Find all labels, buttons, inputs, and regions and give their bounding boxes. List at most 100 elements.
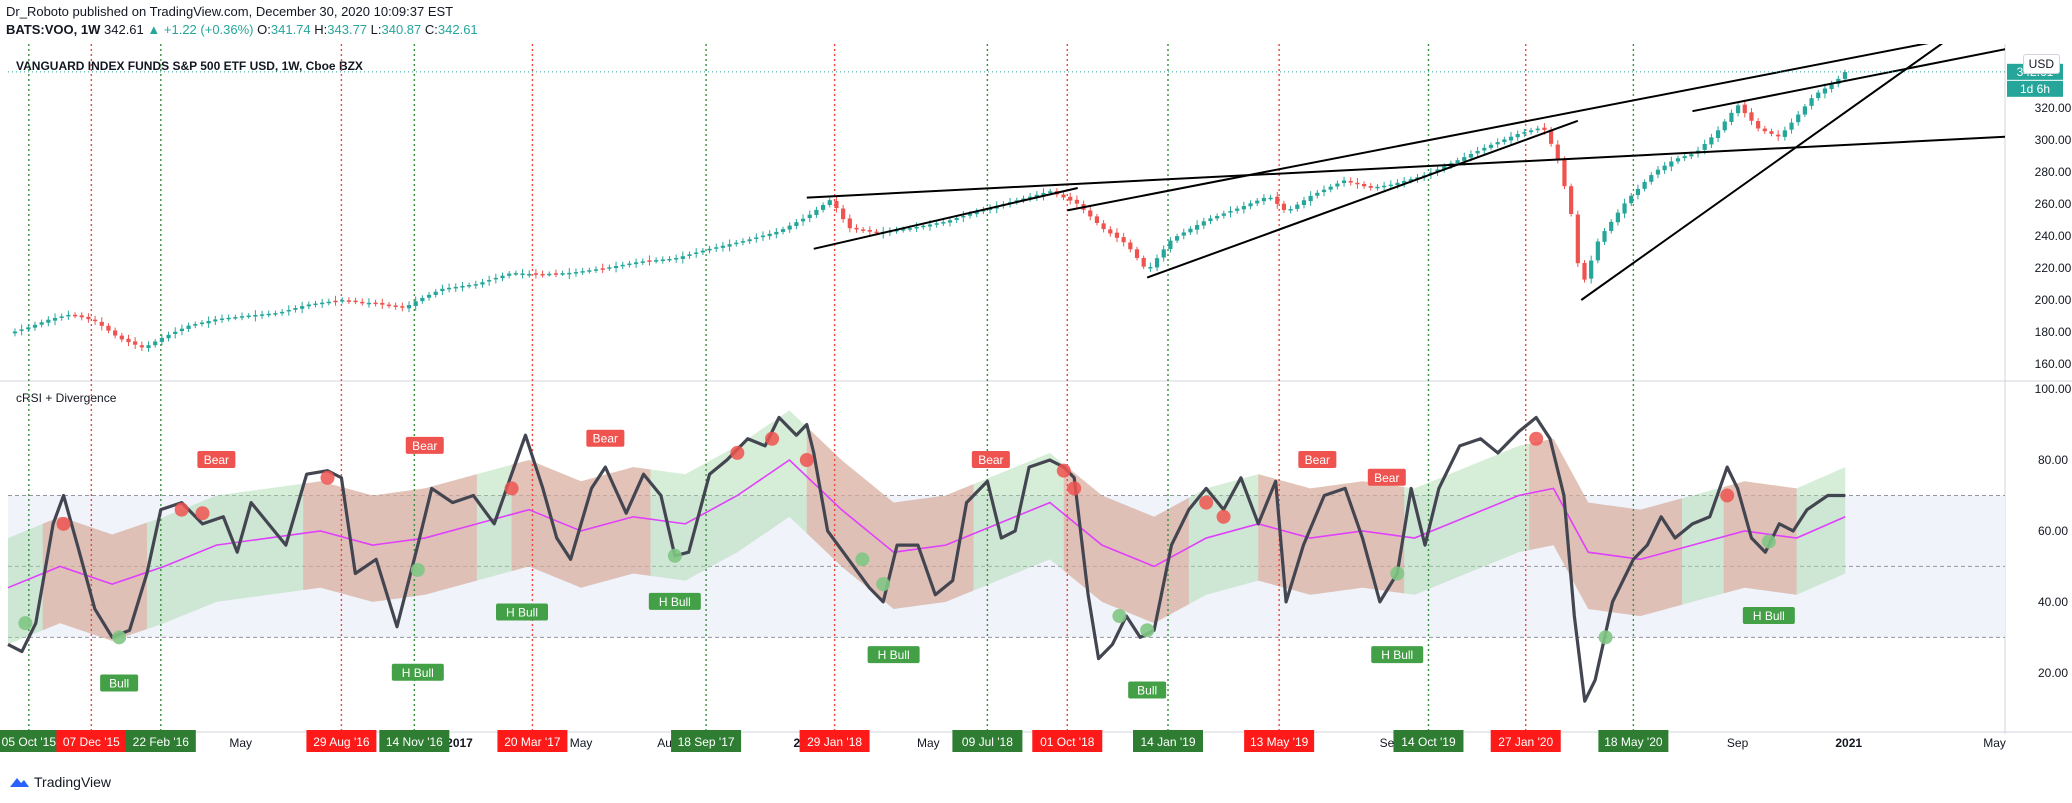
candle [206,320,211,324]
bear-envelope [1063,464,1189,624]
bear-envelope [1723,481,1797,595]
candle [1355,182,1360,185]
candle [233,317,238,319]
candle [927,224,933,227]
author-name[interactable]: Dr_Roboto [6,4,69,19]
candle [193,324,198,326]
candle [86,316,91,320]
candle [1028,196,1033,199]
candle [513,273,518,275]
chart-canvas[interactable]: 160.00 180.00 200.00 220.00 240.00 260.00 280.… [0,44,2072,771]
candle [580,271,585,273]
event-date-tag [1393,730,1464,752]
bear-label: Bear [978,453,1003,467]
event-date-tag [306,730,377,752]
candle [12,331,18,334]
candle [306,304,311,307]
candle [1275,196,1280,204]
candle [500,275,505,279]
candle [380,302,385,305]
candle [1215,215,1220,219]
publish-info: Dr_Roboto published on TradingView.com, … [6,4,453,19]
candle [1261,197,1267,202]
candle [493,277,498,280]
bear-divergence-marker [1199,495,1214,510]
bear-divergence-marker [765,431,780,446]
bull-label-bg [1371,646,1424,664]
candle [1388,184,1393,187]
candle [1361,183,1367,187]
candle [1201,221,1206,226]
candle [1809,98,1814,106]
trendline [1692,48,2005,113]
candle [1522,132,1527,134]
candle [1495,142,1500,145]
candle [1241,206,1246,210]
candle [1141,257,1146,267]
candle [1548,129,1554,144]
bear-divergence-marker [56,516,71,531]
candle [954,218,959,220]
candle [1602,231,1607,242]
candle [1154,258,1160,268]
candle [1669,161,1674,167]
event-date-tag [1598,730,1669,752]
candle [186,325,191,329]
bull-divergence-marker [1390,566,1405,581]
candle [1655,169,1661,175]
bear-divergence-marker [320,470,335,485]
price-tick-label: 260.00 [2035,197,2072,211]
candle [373,302,378,305]
event-date-label: 29 Aug '16 [313,735,370,749]
candle [921,225,926,228]
event-date-tag [671,730,742,752]
bear-divergence-marker [799,453,814,468]
candle [1368,186,1373,188]
tradingview-logo[interactable]: TradingView [8,774,111,790]
candle [366,302,372,305]
candle [153,341,158,346]
candle [66,314,71,317]
candle [1689,154,1694,157]
bull-label-bg [1128,681,1167,699]
candle [219,318,225,321]
event-date-label: 09 Jul '18 [962,735,1013,749]
candle [360,301,365,304]
candle [1235,208,1240,211]
candle [426,294,432,298]
candle [640,261,645,263]
candle [413,301,418,306]
candle [660,259,665,262]
bear-label: Bear [1374,471,1399,485]
candle [246,315,251,318]
event-date-tag [799,730,870,752]
candle [1321,189,1327,193]
trendline [1580,44,1944,301]
candle [707,248,712,251]
rsi-tick-label: 20.00 [2038,666,2068,680]
candle [1308,195,1313,202]
candle [547,273,552,276]
candle [1021,198,1026,201]
candle [1375,186,1380,189]
candle [19,329,24,331]
candle [780,229,786,232]
candle [1268,197,1273,200]
candle [1582,263,1587,280]
candle [1074,199,1079,204]
candle [1315,192,1320,196]
candle [654,260,659,262]
currency-button[interactable]: USD [2022,54,2060,74]
candle [1615,212,1620,223]
candle [633,262,639,265]
candle [1174,236,1180,241]
candle [386,304,392,307]
candle [794,222,799,226]
event-date-label: 18 Sep '17 [678,735,735,749]
candle [420,297,425,302]
candle [480,282,485,285]
candle [1715,130,1721,138]
candle [774,231,779,235]
candle [92,319,98,322]
candle [467,285,472,287]
